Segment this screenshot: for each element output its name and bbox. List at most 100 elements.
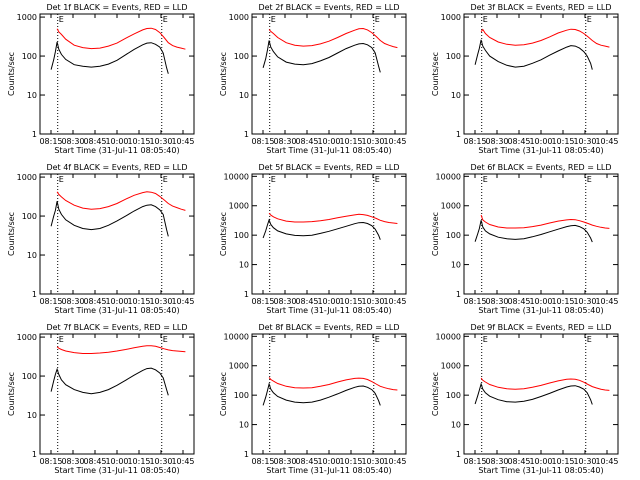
x-tick-label: 10:00	[529, 457, 552, 466]
x-axis-label: Start Time (31-Jul-11 08:05:40)	[54, 466, 179, 475]
y-tick-label: 100	[446, 231, 461, 240]
x-tick-label: 10:30	[149, 457, 172, 466]
plot-frame	[251, 173, 407, 295]
x-tick-label: 10:30	[361, 137, 384, 146]
event-marker-label: E	[271, 15, 276, 24]
x-tick-label: 10:30	[573, 457, 596, 466]
x-tick-label: 08:30	[61, 137, 84, 146]
series-line-events	[262, 218, 381, 240]
plot-frame	[39, 173, 195, 295]
x-tick-label: 08:15	[251, 137, 274, 146]
event-marker-label: E	[483, 15, 488, 24]
y-axis-label: Counts/sec	[431, 372, 440, 416]
x-tick-label: 08:45	[507, 137, 530, 146]
x-tick-label: 10:45	[171, 297, 194, 306]
x-axis-label: Start Time (31-Jul-11 08:05:40)	[266, 466, 391, 475]
x-tick-label: 08:15	[251, 297, 274, 306]
y-axis-label: Counts/sec	[219, 212, 228, 256]
x-tick-label: 08:30	[485, 297, 508, 306]
x-tick-label: 10:15	[127, 457, 150, 466]
y-tick-label: 10	[239, 91, 249, 100]
y-tick-label: 10000	[224, 172, 249, 181]
y-tick-label: 10	[27, 411, 37, 420]
event-marker-label: E	[163, 15, 168, 24]
x-tick-label: 08:30	[61, 457, 84, 466]
chart-title: Det 1f BLACK = Events, RED = LLD	[46, 3, 187, 12]
x-tick-label: 10:45	[383, 137, 406, 146]
series-line-events	[474, 39, 593, 70]
x-tick-label: 10:00	[317, 297, 340, 306]
x-tick-label: 10:00	[105, 297, 128, 306]
x-tick-label: 08:45	[83, 137, 106, 146]
x-tick-label: 10:00	[529, 137, 552, 146]
x-tick-label: 08:30	[273, 137, 296, 146]
event-marker-label: E	[375, 15, 380, 24]
y-tick-label: 10000	[224, 332, 249, 341]
x-axis-label: Start Time (31-Jul-11 08:05:40)	[54, 306, 179, 315]
y-tick-label: 10	[451, 421, 461, 430]
x-tick-label: 08:45	[295, 297, 318, 306]
x-tick-label: 08:30	[61, 297, 84, 306]
y-tick-label: 10	[451, 91, 461, 100]
y-tick-label: 10	[451, 261, 461, 270]
chart-title: Det 4f BLACK = Events, RED = LLD	[46, 163, 187, 172]
x-tick-label: 10:15	[127, 137, 150, 146]
y-tick-label: 1	[456, 450, 461, 459]
x-tick-label: 08:15	[39, 297, 62, 306]
x-tick-label: 08:15	[463, 297, 486, 306]
x-tick-label: 10:30	[573, 137, 596, 146]
y-tick-label: 100	[22, 372, 37, 381]
x-axis-label: Start Time (31-Jul-11 08:05:40)	[478, 306, 603, 315]
y-tick-label: 1000	[229, 202, 249, 211]
y-tick-label: 100	[446, 52, 461, 61]
y-tick-label: 1000	[229, 13, 249, 22]
x-tick-label: 10:15	[339, 137, 362, 146]
plot-frame	[251, 13, 407, 135]
y-axis-label: Counts/sec	[431, 52, 440, 96]
series-line-events	[474, 220, 593, 243]
x-tick-label: 08:45	[507, 297, 530, 306]
x-tick-label: 10:15	[551, 137, 574, 146]
series-line-lld	[480, 28, 610, 48]
plot-frame	[39, 333, 195, 455]
chart-title: Det 3f BLACK = Events, RED = LLD	[470, 3, 611, 12]
y-tick-label: 1	[244, 450, 249, 459]
x-tick-label: 10:45	[171, 137, 194, 146]
y-axis-label: Counts/sec	[219, 372, 228, 416]
y-tick-label: 10000	[436, 172, 461, 181]
event-marker-label: E	[483, 175, 488, 184]
chart-title: Det 9f BLACK = Events, RED = LLD	[470, 323, 611, 332]
series-line-events	[262, 382, 381, 406]
event-marker-label: E	[587, 175, 592, 184]
series-line-events	[262, 40, 381, 73]
x-tick-label: 10:00	[105, 457, 128, 466]
x-tick-label: 10:00	[105, 137, 128, 146]
y-tick-label: 10	[27, 251, 37, 260]
x-tick-label: 10:00	[317, 137, 340, 146]
y-tick-label: 1000	[17, 173, 37, 182]
chart-title: Det 8f BLACK = Events, RED = LLD	[258, 323, 399, 332]
event-marker-label: E	[375, 175, 380, 184]
x-tick-label: 10:45	[595, 457, 618, 466]
series-line-events	[50, 41, 169, 74]
series-line-lld	[56, 191, 186, 211]
x-axis-label: Start Time (31-Jul-11 08:05:40)	[478, 466, 603, 475]
x-axis-label: Start Time (31-Jul-11 08:05:40)	[266, 146, 391, 155]
event-marker-label: E	[59, 15, 64, 24]
series-line-lld	[268, 212, 398, 224]
y-tick-label: 10	[239, 261, 249, 270]
y-tick-label: 1	[456, 290, 461, 299]
series-line-events	[474, 382, 593, 405]
y-tick-label: 100	[22, 52, 37, 61]
chart-title: Det 6f BLACK = Events, RED = LLD	[470, 163, 611, 172]
x-axis-label: Start Time (31-Jul-11 08:05:40)	[266, 306, 391, 315]
y-tick-label: 1000	[441, 13, 461, 22]
y-axis-label: Counts/sec	[219, 52, 228, 96]
chart-title: Det 5f BLACK = Events, RED = LLD	[258, 163, 399, 172]
x-tick-label: 10:30	[361, 297, 384, 306]
plot-frame	[463, 13, 619, 135]
x-tick-label: 10:30	[361, 457, 384, 466]
